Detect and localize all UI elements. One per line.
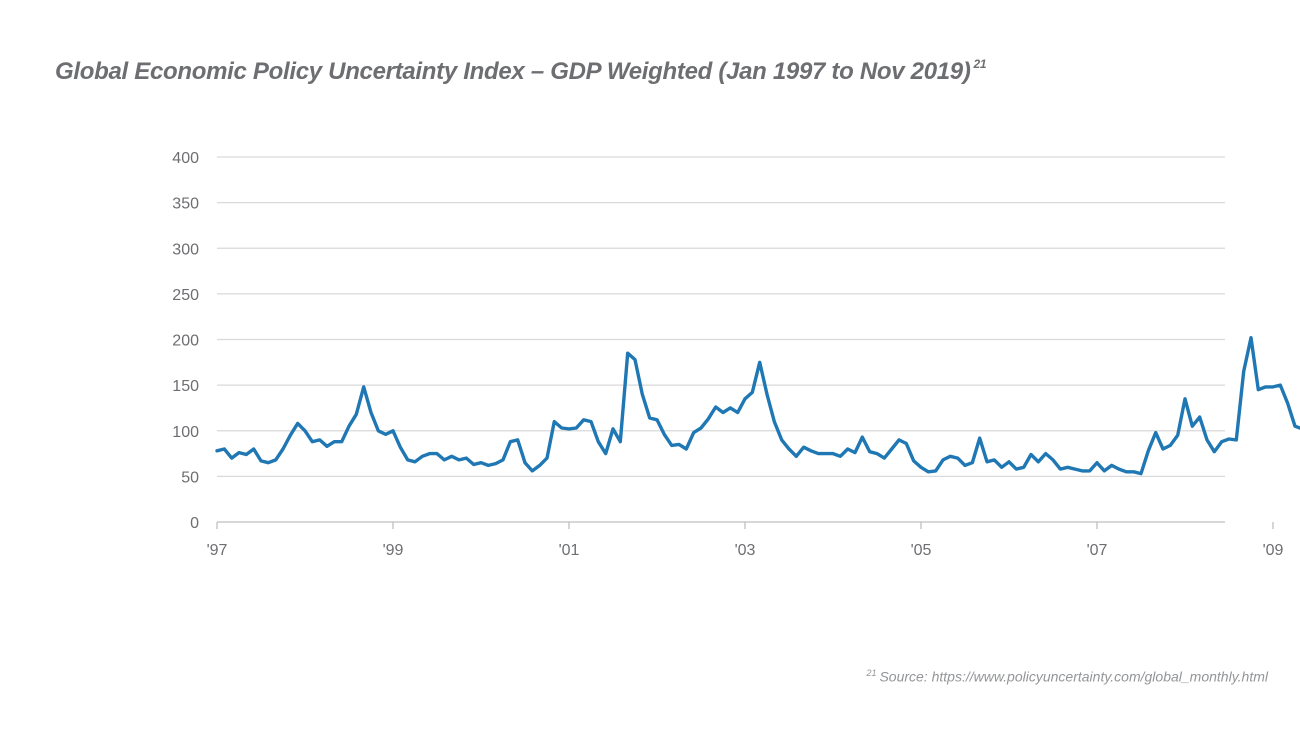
x-tick-label: '99 [383, 542, 404, 559]
title-footnote-ref: 21 [973, 57, 987, 71]
x-tick-label: '03 [735, 542, 756, 559]
x-tick-label: '07 [1087, 542, 1108, 559]
x-axis: '97'99'01'03'05'07'09'11'13'15'17'19 [207, 522, 1284, 559]
y-tick-label: 350 [172, 196, 199, 213]
y-tick-label: 100 [172, 424, 199, 441]
source-marker: 21 [866, 668, 877, 678]
x-tick-label: '09 [1263, 542, 1284, 559]
x-tick-label: '05 [911, 542, 932, 559]
series-line [215, 336, 1300, 476]
y-tick-label: 400 [172, 150, 199, 167]
x-tick-label: '97 [207, 542, 228, 559]
y-tick-label: 150 [172, 378, 199, 395]
grid-lines [217, 156, 1225, 523]
x-tick-label: '01 [559, 542, 580, 559]
source-note: 21 Source: https://www.policyuncertainty.… [866, 668, 1268, 685]
series-layer [215, 336, 1300, 476]
y-axis: 0 50 100 150 200 250 300 350 400 [172, 150, 199, 532]
y-tick-label: 200 [172, 333, 199, 350]
source-text: Source: https://www.policyuncertainty.co… [879, 668, 1268, 685]
y-tick-label: 250 [172, 287, 199, 304]
y-tick-label: 300 [172, 241, 199, 258]
y-tick-label: 50 [181, 469, 199, 486]
chart-title-text: Global Economic Policy Uncertainty Index… [55, 58, 971, 85]
chart-title: Global Economic Policy Uncertainty Index… [55, 57, 987, 86]
y-tick-label: 0 [190, 515, 199, 532]
